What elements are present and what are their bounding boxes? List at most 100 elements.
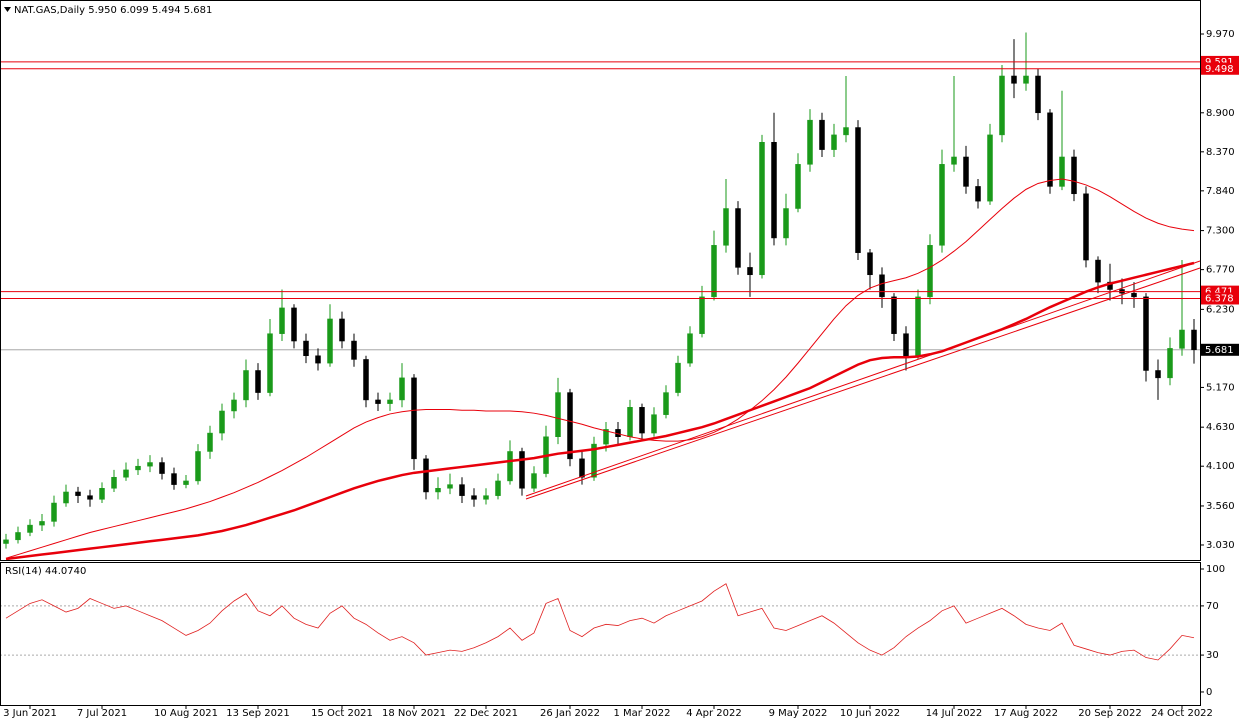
candle-body (1059, 156, 1065, 187)
x-tick-label: 1 Mar 2022 (613, 708, 670, 719)
x-tick-label: 17 Aug 2022 (994, 708, 1058, 719)
y-tick-label: 8.370 (1206, 147, 1235, 158)
y-tick-label: 4.100 (1206, 461, 1235, 472)
candle-body (807, 119, 813, 165)
candle-body (3, 539, 9, 544)
candle-body (927, 245, 933, 298)
x-tick-label: 26 Jan 2022 (540, 708, 600, 719)
rsi-tick-label: 30 (1206, 650, 1219, 661)
price-pane-border (0, 0, 1201, 561)
candle-body (987, 134, 993, 202)
candle-body (399, 377, 405, 401)
x-tick-label: 18 Nov 2021 (382, 708, 446, 719)
candle-body (1179, 329, 1185, 349)
candle-body (159, 462, 165, 474)
candle-body (747, 267, 753, 276)
candle-body (483, 495, 489, 500)
y-tick-label: 4.630 (1206, 422, 1235, 433)
level-tag-label: 9.591 (1205, 57, 1234, 68)
y-tick-label: 6.230 (1206, 304, 1235, 315)
level-tag (1201, 292, 1239, 305)
rsi-tick-label: 70 (1206, 601, 1219, 612)
candle-body (147, 462, 153, 467)
candle-body (195, 451, 201, 482)
rsi-title: RSI(14) (5, 566, 42, 577)
candle-body (723, 208, 729, 246)
candle-body (207, 432, 213, 452)
candle-body (591, 443, 597, 478)
candle-body (879, 274, 885, 298)
candle-body (267, 333, 273, 393)
low-value: 5.494 (152, 5, 181, 16)
rsi-line (5, 583, 1195, 661)
candle-body (75, 491, 81, 496)
candle-body (495, 480, 501, 496)
current-price-label: 5.681 (1205, 345, 1234, 356)
y-tick-label: 3.560 (1206, 501, 1235, 512)
candle-body (1191, 329, 1197, 351)
x-tick-label: 3 Jun 2021 (3, 708, 57, 719)
candle-body (567, 392, 573, 460)
candle-body (291, 307, 297, 342)
candle-body (27, 524, 33, 533)
candle-body (339, 318, 345, 342)
candle-body (999, 75, 1005, 136)
candle-body (1095, 259, 1101, 283)
candle-body (843, 127, 849, 136)
candle-body (1083, 193, 1089, 261)
current-price-tag (1201, 343, 1239, 356)
candle-body (435, 488, 441, 493)
candle-body (1023, 75, 1029, 84)
x-tick-label: 22 Dec 2021 (454, 708, 518, 719)
candle-body (99, 488, 105, 500)
candle-body (651, 414, 657, 434)
candle-body (771, 141, 777, 239)
candle-body (375, 399, 381, 404)
candle-body (903, 333, 909, 357)
candle-body (507, 451, 513, 482)
y-tick-label: 8.900 (1206, 108, 1235, 119)
candle-body (351, 340, 357, 360)
candle-body (855, 127, 861, 253)
rsi-tick-label: 100 (1206, 564, 1225, 575)
candle-body (87, 495, 93, 500)
level-tag-label: 6.378 (1205, 293, 1234, 304)
moving-average (5, 178, 1195, 559)
candle-body (639, 407, 645, 434)
candle-body (663, 392, 669, 415)
candle-body (939, 164, 945, 246)
candle-body (975, 186, 981, 202)
y-tick-label: 7.300 (1206, 226, 1235, 237)
candle-body (711, 245, 717, 298)
candle-body (459, 484, 465, 496)
candle-body (279, 307, 285, 334)
candle-body (111, 476, 117, 489)
collapse-icon (4, 7, 11, 12)
rsi-header: RSI(14) 44.0740 (5, 566, 86, 577)
candle-body (123, 469, 129, 478)
y-tick-label: 6.770 (1206, 265, 1235, 276)
candle-body (675, 362, 681, 393)
level-tag (1201, 62, 1239, 75)
trend-line (525, 267, 1201, 500)
x-tick-label: 4 Apr 2022 (686, 708, 741, 719)
candle-body (627, 407, 633, 437)
y-tick-label: 7.840 (1206, 186, 1235, 197)
high-value: 6.099 (120, 5, 149, 16)
candle-body (363, 359, 369, 401)
rsi-value: 44.0740 (45, 566, 86, 577)
candle-body (135, 465, 141, 471)
rsi-pane-border (0, 562, 1201, 706)
candle-body (387, 399, 393, 404)
candle-body (735, 208, 741, 268)
chart-header: NAT.GAS,Daily 5.950 6.099 5.494 5.681 (14, 5, 212, 16)
candle-body (867, 252, 873, 276)
candle-body (1035, 75, 1041, 114)
candle-body (63, 491, 69, 504)
candle-body (555, 392, 561, 437)
trend-line (525, 260, 1201, 497)
candle-body (255, 370, 261, 393)
candle-body (759, 141, 765, 276)
candle-body (1143, 296, 1149, 371)
